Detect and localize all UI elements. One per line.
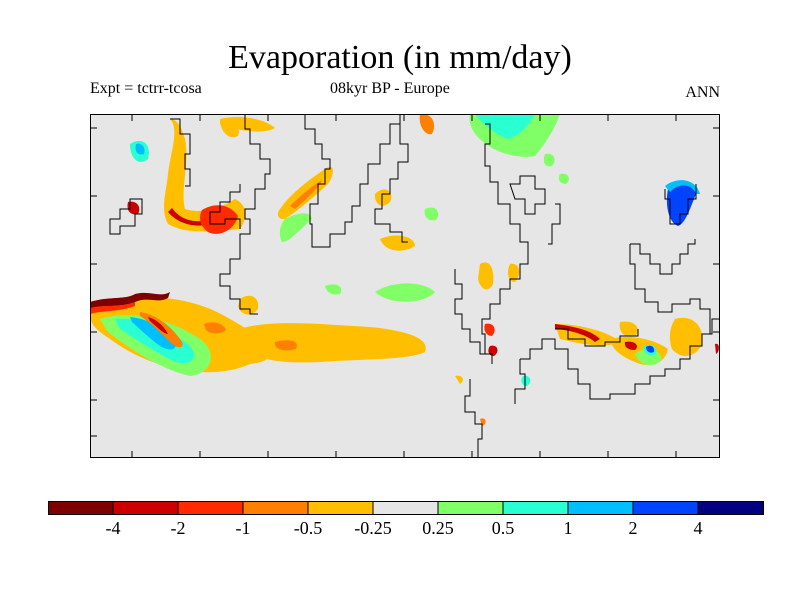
- colorbar-tick-label: 0.25: [422, 518, 454, 538]
- colorbar-tick-label: -4: [105, 518, 121, 538]
- colorbar-tick-label: -1: [235, 518, 251, 538]
- colorbar-swatch: [438, 501, 504, 515]
- colorbar-swatch: [503, 501, 569, 515]
- colorbar-swatch: [113, 501, 179, 515]
- colorbar-swatch: [698, 501, 764, 515]
- colorbar-tick-label: 4: [693, 518, 703, 538]
- coast-band: [90, 292, 170, 310]
- colorbar-swatch: [308, 501, 374, 515]
- colorbar-tick-label: 0.5: [491, 518, 515, 538]
- north-sea-anomaly: [220, 117, 439, 302]
- map-frame: [90, 114, 720, 458]
- season-label: ANN: [685, 84, 720, 101]
- colorbar-swatch: [178, 501, 244, 515]
- axis-ticks: [90, 114, 720, 458]
- colorbar-tick-label: -0.5: [293, 518, 323, 538]
- colorbar: [48, 501, 764, 515]
- colorbar-swatch: [243, 501, 309, 515]
- colorbar-tick-label: -0.25: [354, 518, 392, 538]
- experiment-label: Expt = tctrr-tcosa: [90, 80, 202, 97]
- colorbar-swatch: [633, 501, 699, 515]
- evaporation-map: [90, 114, 720, 458]
- period-label: 08kyr BP - Europe: [330, 80, 450, 97]
- colorbar-swatch: [568, 501, 634, 515]
- colorbar-tick-label: 2: [628, 518, 638, 538]
- colorbar-swatch: [48, 501, 114, 515]
- chart-title: Evaporation (in mm/day): [228, 39, 572, 76]
- mediterranean-anomaly: [455, 262, 719, 426]
- colorbar-swatch: [373, 501, 439, 515]
- atlantic-anomaly-streaks: [90, 297, 271, 376]
- biscay-plume: [238, 295, 426, 363]
- colorbar-frame: [48, 501, 764, 515]
- colorbar-tick-label: -2: [170, 518, 186, 538]
- colorbar-tick-label: 1: [563, 518, 573, 538]
- caspian-anomaly: [665, 180, 700, 226]
- coastlines: [109, 114, 720, 458]
- baltic-anomaly: [419, 114, 569, 184]
